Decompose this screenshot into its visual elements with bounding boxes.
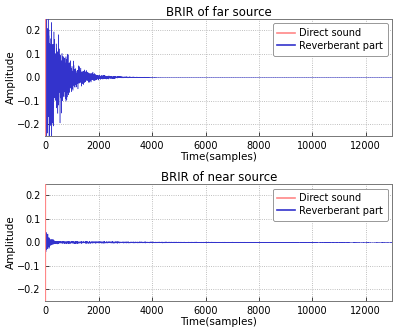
Y-axis label: Amplitude: Amplitude: [6, 216, 16, 269]
Y-axis label: Amplitude: Amplitude: [6, 51, 16, 104]
Legend: Direct sound, Reverberant part: Direct sound, Reverberant part: [273, 23, 388, 56]
X-axis label: Time(samples): Time(samples): [180, 152, 258, 162]
X-axis label: Time(samples): Time(samples): [180, 317, 258, 327]
Legend: Direct sound, Reverberant part: Direct sound, Reverberant part: [273, 188, 388, 221]
Title: BRIR of far source: BRIR of far source: [166, 6, 272, 19]
Title: BRIR of near source: BRIR of near source: [161, 171, 277, 184]
